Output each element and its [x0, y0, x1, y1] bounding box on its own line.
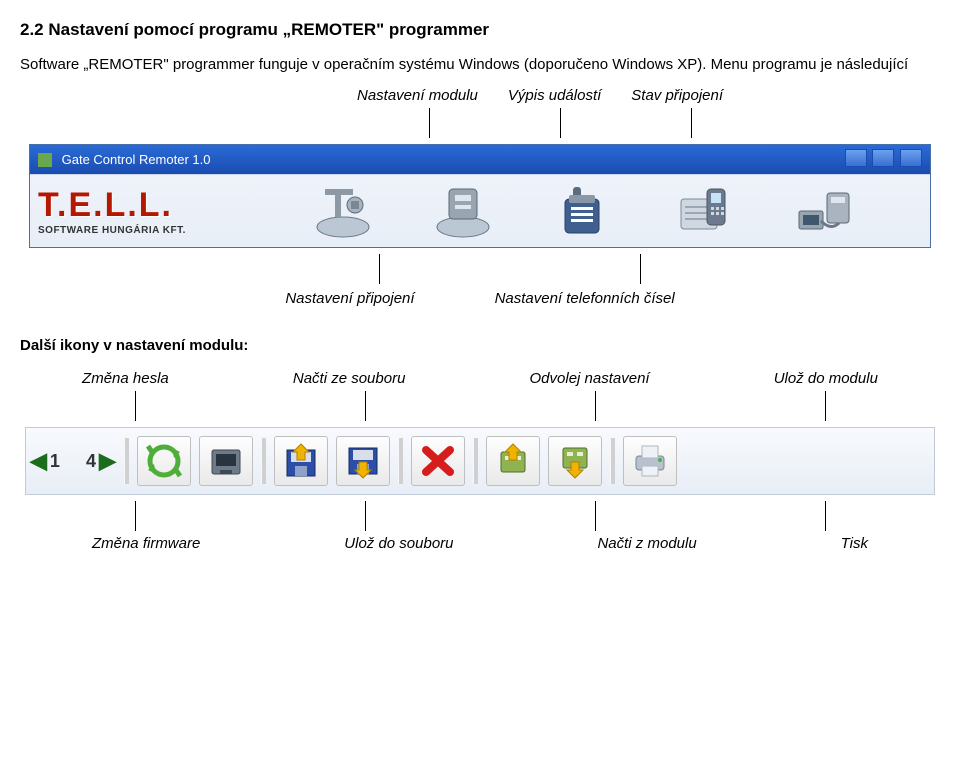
cancel-settings-button[interactable] — [411, 436, 465, 486]
main-toolbar: T.E.L.L. SOFTWARE HUNGÁRIA KFT. — [30, 174, 930, 247]
phone-numbers-icon[interactable] — [668, 181, 738, 241]
pager-current: 1 — [50, 451, 60, 472]
label-nastaveni-modulu: Nastavení modulu — [357, 87, 478, 104]
pager-total: 4 — [86, 451, 96, 472]
label-zmena-hesla: Změna hesla — [82, 370, 169, 387]
label-tisk: Tisk — [841, 535, 868, 552]
label-nacti-souboru: Načti ze souboru — [293, 370, 406, 387]
label-uloz-souboru: Ulož do souboru — [344, 535, 453, 552]
separator — [473, 438, 478, 484]
app-window: Gate Control Remoter 1.0 T.E.L.L. SOFTWA… — [29, 144, 931, 248]
save-to-file-button[interactable] — [336, 436, 390, 486]
settings-module-icon[interactable] — [308, 181, 378, 241]
separator — [261, 438, 266, 484]
top-labels: Nastavení modulu Výpis událostí Stav při… — [20, 87, 940, 104]
load-from-module-button[interactable] — [486, 436, 540, 486]
section2-title: Další ikony v nastavení modulu: — [20, 337, 940, 354]
module-toolbar: ◀ 1 4 ▶ — [25, 427, 935, 495]
label-uloz-modulu: Ulož do modulu — [774, 370, 878, 387]
bottom2-labels: Změna firmware Ulož do souboru Načti z m… — [20, 535, 940, 552]
label-nastaveni-pripojeni: Nastavení připojení — [285, 290, 414, 307]
bottom-pointers — [20, 391, 940, 421]
label-odvolej: Odvolej nastavení — [530, 370, 650, 387]
mid-labels: Nastavení připojení Nastavení telefonníc… — [20, 290, 940, 307]
label-nastaveni-tel-cisel: Nastavení telefonních čísel — [495, 290, 675, 307]
close-icon[interactable] — [900, 149, 922, 167]
label-nacti-modulu: Načti z modulu — [597, 535, 696, 552]
logo-subtitle: SOFTWARE HUNGÁRIA KFT. — [38, 225, 186, 236]
window-title: Gate Control Remoter 1.0 — [62, 152, 211, 167]
connection-status-icon[interactable] — [788, 181, 858, 241]
bottom2-pointers — [20, 501, 940, 531]
separator — [398, 438, 403, 484]
change-password-button[interactable] — [137, 436, 191, 486]
maximize-icon[interactable] — [872, 149, 894, 167]
change-firmware-button[interactable] — [199, 436, 253, 486]
logo: T.E.L.L. SOFTWARE HUNGÁRIA KFT. — [38, 186, 268, 236]
logo-letters: T.E.L.L. — [38, 186, 173, 225]
pager: ◀ 1 4 ▶ — [30, 448, 116, 474]
event-log-icon[interactable] — [548, 181, 618, 241]
label-stav-pripojeni: Stav připojení — [631, 87, 723, 104]
label-zmena-firmware: Změna firmware — [92, 535, 200, 552]
save-to-module-button[interactable] — [548, 436, 602, 486]
window-controls[interactable] — [843, 149, 922, 170]
label-vypis-udalosti: Výpis událostí — [508, 87, 601, 104]
minimize-icon[interactable] — [845, 149, 867, 167]
top-pointers — [180, 108, 940, 138]
toolbar-icons — [308, 181, 858, 241]
print-button[interactable] — [623, 436, 677, 486]
intro-paragraph: Software „REMOTER" programmer funguje v … — [20, 54, 940, 75]
separator — [610, 438, 615, 484]
pager-next-icon[interactable]: ▶ — [99, 448, 116, 474]
mid-pointers — [80, 254, 940, 284]
separator — [124, 438, 129, 484]
app-icon — [38, 153, 52, 167]
titlebar: Gate Control Remoter 1.0 — [30, 145, 930, 174]
section-title: 2.2 Nastavení pomocí programu „REMOTER" … — [20, 20, 940, 40]
bottom-labels: Změna hesla Načti ze souboru Odvolej nas… — [20, 370, 940, 387]
pager-prev-icon[interactable]: ◀ — [30, 448, 47, 474]
connection-settings-icon[interactable] — [428, 181, 498, 241]
load-from-file-button[interactable] — [274, 436, 328, 486]
